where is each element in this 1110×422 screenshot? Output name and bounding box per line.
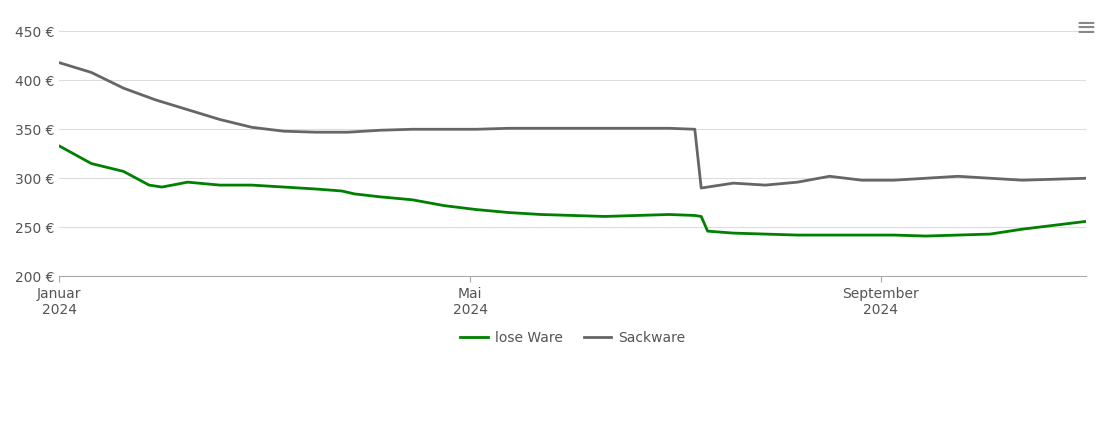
Legend: lose Ware, Sackware: lose Ware, Sackware: [455, 326, 692, 351]
Text: ≡: ≡: [1076, 16, 1097, 41]
